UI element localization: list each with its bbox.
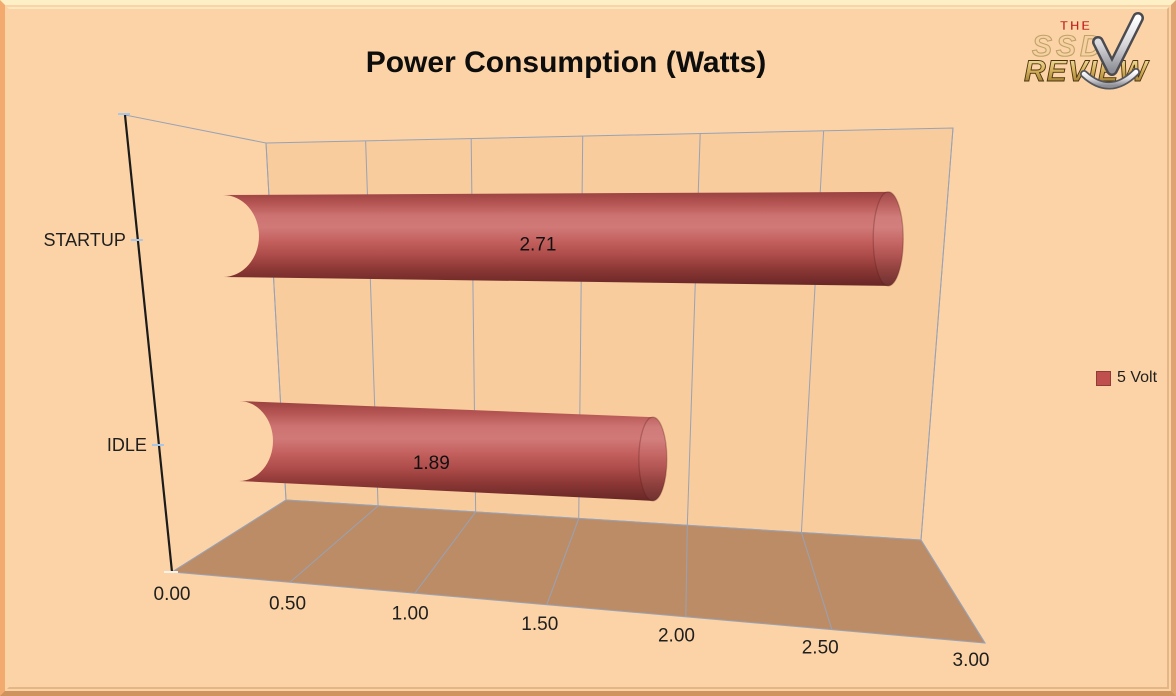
category-label: STARTUP xyxy=(43,230,125,250)
gridline-floor xyxy=(289,505,379,583)
bar-startup-end-cap xyxy=(872,191,904,287)
category-label: IDLE xyxy=(107,435,147,455)
category-axis xyxy=(123,114,174,573)
logo-swoosh-icon-inner xyxy=(1081,69,1139,88)
gridline-floor xyxy=(685,525,688,617)
chart-title: Power Consumption (Watts) xyxy=(365,46,767,79)
category-labels-layer: STARTUP IDLE xyxy=(43,230,146,455)
logo-ssd-text: SSD xyxy=(1032,30,1106,63)
gridline-floor xyxy=(920,539,986,644)
gridline-floor xyxy=(800,532,833,630)
bar-idle-end-cap xyxy=(638,416,668,502)
floor-gridlines xyxy=(171,499,986,644)
gridline-wall xyxy=(920,127,954,541)
x-tick-label: 2.00 xyxy=(658,626,695,647)
x-tick-label: 1.50 xyxy=(521,614,558,635)
logo-the-text: THE xyxy=(1060,18,1092,33)
x-tick-labels-layer: 0.00 0.50 1.00 1.50 2.00 2.50 3.00 xyxy=(154,584,990,671)
bars-layer xyxy=(223,191,904,502)
bar-startup xyxy=(223,191,904,286)
x-tick-label: 1.00 xyxy=(392,604,429,625)
gridline-floor xyxy=(171,499,287,573)
legend-swatch-5volt xyxy=(1096,370,1111,386)
left-wall-top-edge xyxy=(124,114,267,144)
x-tick-label: 0.00 xyxy=(154,584,191,605)
logo-review-text: REVIEW xyxy=(1024,55,1150,88)
x-tick-label: 2.50 xyxy=(802,637,839,658)
gridline-floor xyxy=(546,518,580,605)
gridline-floor xyxy=(414,511,477,594)
x-tick-label: 3.00 xyxy=(953,650,990,671)
logo-check-icon-inner xyxy=(1094,14,1142,74)
bar-idle xyxy=(239,401,667,501)
legend-label: 5 Volt xyxy=(1117,369,1158,386)
x-tick-label: 0.50 xyxy=(269,593,306,614)
value-label: 1.89 xyxy=(413,453,450,474)
value-labels-layer: 2.71 1.89 xyxy=(413,234,557,474)
value-label: 2.71 xyxy=(519,234,556,255)
legend: 5 Volt xyxy=(1096,369,1157,387)
ssd-review-logo: SSD THE REVIEW xyxy=(1024,12,1150,90)
